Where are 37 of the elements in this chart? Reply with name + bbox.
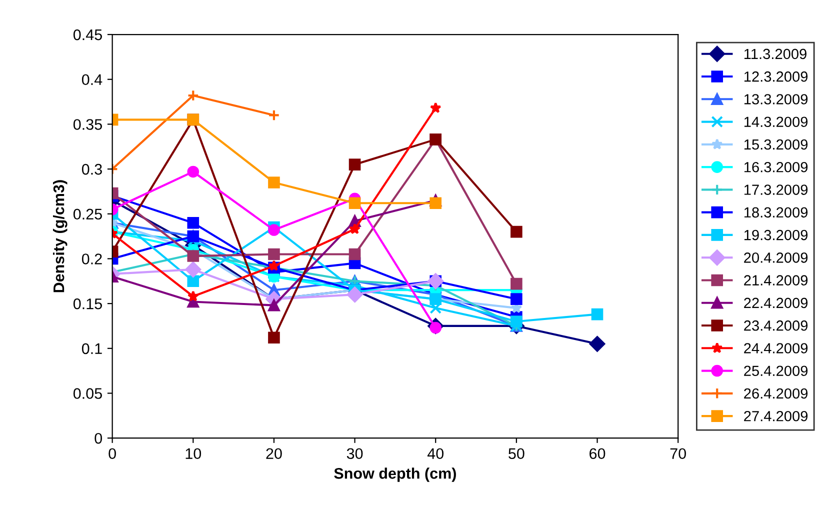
- legend-label: 16.3.2009: [744, 162, 808, 172]
- x-tick-label: 60: [590, 448, 606, 460]
- y-tick-label: 0.1: [82, 343, 102, 354]
- y-tick-label: 0.35: [73, 119, 102, 130]
- y-tick-label: 0.05: [73, 388, 102, 399]
- legend-label: 27.4.2009: [744, 410, 808, 422]
- legend-label: 18.3.2009: [744, 207, 808, 218]
- legend-label: 13.3.2009: [744, 94, 808, 104]
- y-tick-label: 0.3: [82, 164, 102, 175]
- legend-label: 21.4.2009: [744, 275, 808, 286]
- legend-label: 11.3.2009: [744, 48, 806, 60]
- x-tick-label: 70: [670, 448, 686, 460]
- legend-label: 25.4.2009: [744, 366, 808, 376]
- legend-label: 12.3.2009: [744, 71, 808, 82]
- x-axis-title: Snow depth (cm): [334, 468, 456, 482]
- legend-label: 22.4.2009: [744, 298, 808, 308]
- legend-label: 17.3.2009: [744, 184, 808, 195]
- y-tick-label: 0.2: [82, 254, 102, 264]
- legend-label: 24.4.2009: [744, 343, 808, 354]
- x-tick-label: 40: [427, 448, 444, 460]
- y-axis-title: Density (g/cm3): [53, 180, 68, 292]
- legend-label: 15.3.2009: [744, 139, 808, 150]
- y-tick-label: 0.4: [82, 74, 102, 86]
- x-tick-label: 50: [508, 448, 524, 460]
- x-tick-label: 0: [108, 448, 116, 460]
- y-tick-label: 0.45: [73, 29, 102, 40]
- legend-label: 20.4.2009: [744, 252, 808, 263]
- legend-label: 14.3.2009: [744, 116, 808, 128]
- x-tick-label: 30: [346, 448, 363, 460]
- y-tick-label: 0.25: [73, 208, 102, 220]
- legend-label: 23.4.2009: [744, 320, 808, 331]
- x-tick-label: 10: [186, 448, 202, 460]
- legend-label: 26.4.2009: [744, 388, 808, 399]
- y-tick-label: 0: [94, 432, 102, 444]
- legend-label: 19.3.2009: [744, 230, 808, 240]
- x-tick-label: 20: [266, 448, 282, 460]
- y-tick-label: 0.15: [73, 298, 102, 310]
